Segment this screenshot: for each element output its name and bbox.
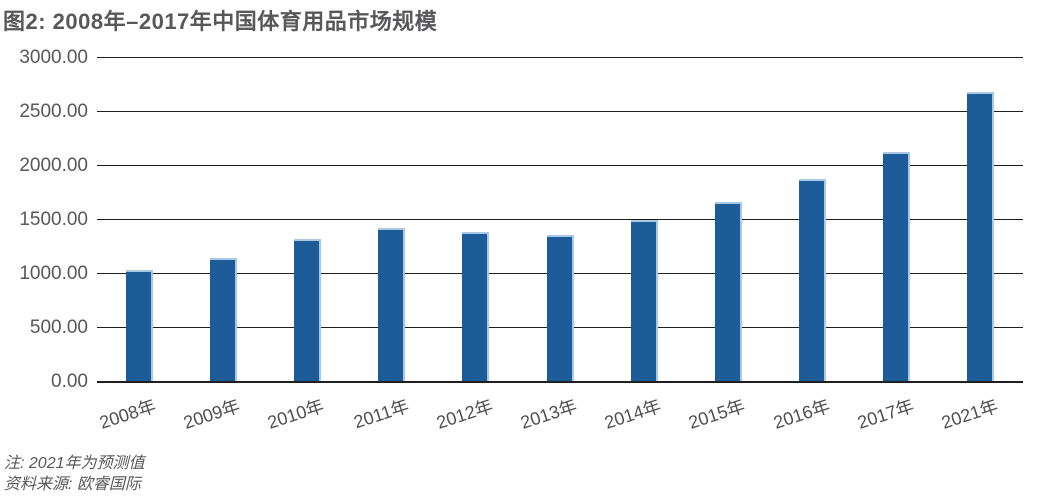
x-tick-label: 2015年	[686, 395, 748, 433]
bar-2008年	[125, 269, 153, 381]
y-tick-label: 2000.00	[19, 155, 88, 176]
bar-2016年	[799, 178, 827, 381]
y-tick-label: 0.00	[51, 371, 88, 392]
bar-2014年	[630, 220, 658, 381]
plot-area	[97, 57, 1023, 383]
x-tick-label: 2009年	[181, 395, 243, 433]
source-note: 资料来源: 欧睿国际	[4, 476, 141, 493]
x-tick-label: 2008年	[97, 395, 159, 433]
bar-2011年	[378, 228, 406, 381]
y-tick-label: 1500.00	[19, 209, 88, 230]
gridline	[97, 111, 1023, 112]
y-tick-label: 1000.00	[19, 263, 88, 284]
x-tick-label: 2014年	[602, 395, 664, 433]
x-tick-label: 2012年	[433, 395, 496, 433]
x-tick-label: 2016年	[770, 395, 832, 433]
x-axis-line	[97, 381, 1023, 383]
y-tick-label: 500.00	[29, 317, 88, 338]
footnotes: 注: 2021年为预测值 资料来源: 欧睿国际	[4, 453, 145, 495]
x-tick-label: 2010年	[265, 395, 327, 433]
gridline	[97, 165, 1023, 166]
bar-2013年	[546, 235, 574, 381]
chart-title: 图2: 2008年–2017年中国体育用品市场规模	[3, 9, 438, 34]
x-tick-label: 2017年	[854, 395, 917, 433]
bar-2021年	[967, 92, 995, 381]
bar-2012年	[462, 231, 490, 381]
bar-2017年	[883, 152, 911, 381]
bar-2009年	[209, 257, 237, 381]
y-tick-label: 2500.00	[19, 101, 88, 122]
gridline	[97, 57, 1023, 58]
x-tick-label: 2021年	[938, 395, 1001, 433]
bar-2010年	[293, 238, 321, 381]
gridline	[97, 219, 1023, 220]
x-tick-label: 2011年	[350, 395, 412, 433]
forecast-note: 注: 2021年为预测值	[4, 455, 145, 472]
x-tick-label: 2013年	[518, 395, 580, 433]
bar-2015年	[714, 201, 742, 381]
y-tick-label: 3000.00	[19, 47, 88, 68]
